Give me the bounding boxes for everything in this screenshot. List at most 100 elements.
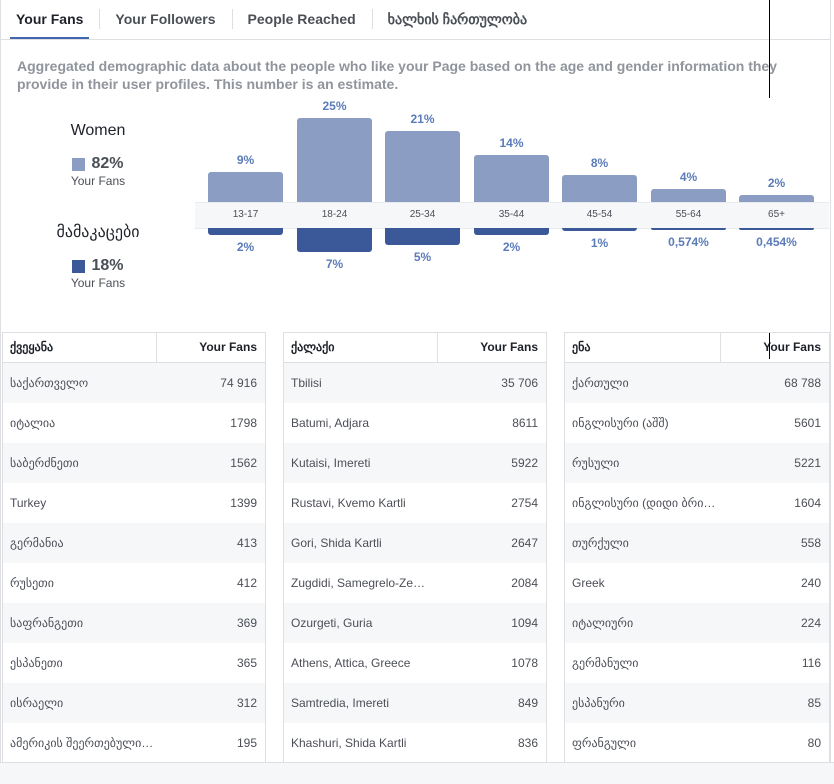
table-header: ქალაქი Your Fans xyxy=(284,333,546,363)
row-name: Tbilisi xyxy=(291,376,322,390)
row-value: 1562 xyxy=(230,456,257,470)
age-tick-label: 65+ xyxy=(768,209,785,220)
column-header-name[interactable]: ქალაქი xyxy=(284,333,438,362)
row-name: ესპანური xyxy=(572,696,625,710)
row-value: 5922 xyxy=(511,456,538,470)
column-header-fans[interactable]: Your Fans xyxy=(763,340,821,354)
men-bar-18-24[interactable] xyxy=(297,228,372,252)
women-bar-25-34[interactable] xyxy=(385,131,460,202)
row-name: თურქული xyxy=(572,536,629,550)
table-row: Samtredia, Imereti 849 xyxy=(284,683,546,723)
women-pct-label: 8% xyxy=(590,156,609,171)
table-row: გერმანია 413 xyxy=(3,523,265,563)
table-row: რუსული 5221 xyxy=(565,443,829,483)
women-bar-55-64[interactable] xyxy=(651,188,726,202)
table-row: ფრანგული 80 xyxy=(565,723,829,763)
row-value: 5601 xyxy=(794,416,821,430)
women-bar-65+[interactable] xyxy=(739,195,814,202)
tab-people-reached[interactable]: People Reached xyxy=(231,0,372,38)
language-table: ენა Your Fans ქართული 68 788 ინგლისური (აშშ)… xyxy=(564,332,830,763)
row-value: 2647 xyxy=(511,536,538,550)
row-name: საქართველო xyxy=(10,376,89,390)
table-row: Khashuri, Shida Kartli 836 xyxy=(284,723,546,763)
row-name: Zugdidi, Samegrelo-Ze… xyxy=(291,576,426,590)
tab-your-followers[interactable]: Your Followers xyxy=(99,0,231,38)
row-value: 412 xyxy=(236,576,257,590)
row-name: ინგლისური (დიდი ბრი… xyxy=(572,496,716,510)
women-bar-13-17[interactable] xyxy=(208,171,283,202)
men-bar-13-17[interactable] xyxy=(208,228,283,235)
tab-engagement[interactable]: ხალხის ჩართულობა xyxy=(371,0,543,38)
row-value: 1094 xyxy=(511,616,538,630)
men-bar-55-64[interactable] xyxy=(651,228,726,230)
table-row: საფრანგეთი 369 xyxy=(3,603,265,643)
men-bar-45-54[interactable] xyxy=(562,228,637,232)
row-value: 240 xyxy=(800,576,821,590)
row-value: 80 xyxy=(807,736,821,750)
row-name: გერმანია xyxy=(10,536,64,550)
row-value: 116 xyxy=(801,656,821,670)
men-bar-25-34[interactable] xyxy=(385,228,460,245)
row-value: 224 xyxy=(800,616,821,630)
column-header-fans[interactable]: Your Fans xyxy=(480,340,538,354)
country-table: ქვეყანა Your Fans საქართველო 74 916 იტალია 17… xyxy=(2,332,266,763)
men-pct-label: 2% xyxy=(502,239,521,254)
city-table: ქალაქი Your Fans Tbilisi 35 706 Batumi, Adja… xyxy=(283,332,547,763)
table-row: Tbilisi 35 706 xyxy=(284,363,546,403)
women-bar-18-24[interactable] xyxy=(297,118,372,202)
row-value: 413 xyxy=(236,536,257,550)
table-row: ინგლისური (დიდი ბრი… 1604 xyxy=(565,483,829,523)
row-name: ფრანგული xyxy=(572,736,637,750)
age-tick-label: 35-44 xyxy=(498,209,525,220)
women-pct-label: 25% xyxy=(322,99,347,113)
row-name: გერმანული xyxy=(572,656,639,670)
table-body: Tbilisi 35 706 Batumi, Adjara 8611 Kutaisi, … xyxy=(284,363,546,763)
age-tick-label: 13-17 xyxy=(232,209,259,220)
table-row: საქართველო 74 916 xyxy=(3,363,265,403)
column-header-name[interactable]: ქვეყანა xyxy=(3,333,157,362)
women-pct-label: 9% xyxy=(236,152,255,167)
row-value: 5221 xyxy=(794,456,821,470)
men-pct-label: 0,454% xyxy=(756,235,797,249)
table-row: Kutaisi, Imereti 5922 xyxy=(284,443,546,483)
row-value: 68 788 xyxy=(784,376,821,390)
row-value: 74 916 xyxy=(220,376,257,390)
row-value: 312 xyxy=(236,696,257,710)
row-name: Kutaisi, Imereti xyxy=(291,456,371,470)
table-row: Turkey 1399 xyxy=(3,483,265,523)
men-bar-35-44[interactable] xyxy=(474,228,549,235)
row-value: 836 xyxy=(517,736,538,750)
table-row: თურქული 558 xyxy=(565,523,829,563)
row-name: Gori, Shida Kartli xyxy=(291,536,382,550)
column-header-fans[interactable]: Your Fans xyxy=(199,340,257,354)
column-header-name[interactable]: ენა xyxy=(565,333,721,362)
row-value: 1798 xyxy=(230,416,257,430)
men-title: მამაკაცები xyxy=(56,224,140,241)
table-row: ისრაელი 312 xyxy=(3,683,265,723)
row-name: ამერიკის შეერთებული… xyxy=(10,736,154,750)
women-title: Women xyxy=(70,122,126,139)
women-pct-label: 4% xyxy=(679,169,698,184)
men-pct-label: 5% xyxy=(413,249,432,264)
row-value: 195 xyxy=(236,736,257,750)
row-name: Turkey xyxy=(10,496,47,510)
table-row: საბერძნეთი 1562 xyxy=(3,443,265,483)
women-summary: Women 82% Your Fans xyxy=(52,122,144,188)
table-row: Ozurgeti, Guria 1094 xyxy=(284,603,546,643)
age-tick-label: 25-34 xyxy=(409,209,436,220)
men-bar-65+[interactable] xyxy=(739,228,814,230)
table-row: Rustavi, Kvemo Kartli 2754 xyxy=(284,483,546,523)
row-name: Khashuri, Shida Kartli xyxy=(291,736,407,750)
row-name: საფრანგეთი xyxy=(10,616,84,630)
tab-bar: Your Fans Your Followers People Reached … xyxy=(0,0,831,40)
women-bar-45-54[interactable] xyxy=(562,175,637,202)
table-row: რუსეთი 412 xyxy=(3,563,265,603)
row-value: 2084 xyxy=(511,576,538,590)
women-bar-35-44[interactable] xyxy=(474,154,549,202)
row-value: 85 xyxy=(807,696,821,710)
table-row: ესპანური 85 xyxy=(565,683,829,723)
table-row: ქართული 68 788 xyxy=(565,363,829,403)
tab-your-fans[interactable]: Your Fans xyxy=(0,0,99,39)
table-row: ინგლისური (აშშ) 5601 xyxy=(565,403,829,443)
row-value: 369 xyxy=(236,616,257,630)
